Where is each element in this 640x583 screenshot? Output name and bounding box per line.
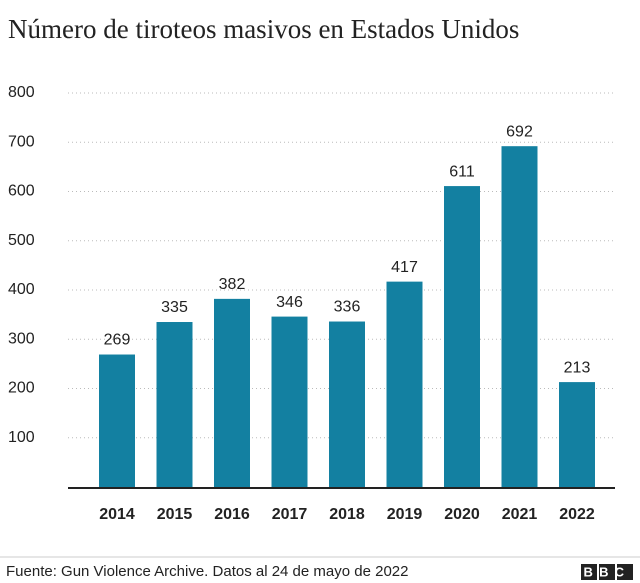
x-tick-label: 2016	[214, 506, 250, 523]
x-tick-label: 2015	[157, 506, 193, 523]
bar	[559, 382, 595, 487]
value-label: 336	[334, 299, 361, 316]
x-tick-label: 2017	[272, 506, 308, 523]
logo-text: BBC	[584, 564, 631, 579]
logo-box	[617, 564, 633, 580]
chart-title: Número de tiroteos masivos en Estados Un…	[8, 14, 519, 44]
y-tick-label: 600	[8, 183, 35, 200]
y-tick-label: 300	[8, 330, 35, 347]
logo-box	[581, 564, 597, 580]
y-tick-label: 200	[8, 380, 35, 397]
value-label: 213	[564, 359, 591, 376]
y-tick-label: 100	[8, 429, 35, 446]
bar	[501, 146, 538, 487]
bar	[214, 298, 250, 487]
x-tick-label: 2021	[502, 506, 538, 523]
value-label: 346	[276, 294, 303, 311]
y-tick-label: 400	[8, 281, 35, 298]
x-tick-label: 2019	[387, 506, 423, 523]
y-tick-label: 800	[8, 84, 35, 101]
value-label: 269	[104, 332, 131, 349]
source: Fuente: Gun Violence Archive. Datos al 2…	[6, 563, 408, 580]
x-tick-label: 2020	[444, 506, 480, 523]
logo-box	[599, 564, 615, 580]
bar	[329, 321, 365, 487]
logo: BBC	[581, 564, 633, 580]
x-tick-label: 2022	[559, 506, 595, 523]
bar	[156, 322, 193, 487]
value-label: 611	[449, 163, 475, 180]
bar	[386, 281, 423, 487]
value-label: 335	[161, 299, 188, 316]
x-tick-label: 2014	[99, 506, 135, 523]
value-label: 382	[219, 276, 246, 293]
value-label: 692	[506, 123, 533, 140]
bar	[99, 354, 135, 487]
bar	[271, 316, 308, 487]
value-label: 417	[391, 259, 418, 276]
y-tick-label: 700	[8, 133, 35, 150]
x-tick-label: 2018	[329, 506, 365, 523]
y-tick-label: 500	[8, 232, 35, 249]
bar	[444, 186, 480, 487]
